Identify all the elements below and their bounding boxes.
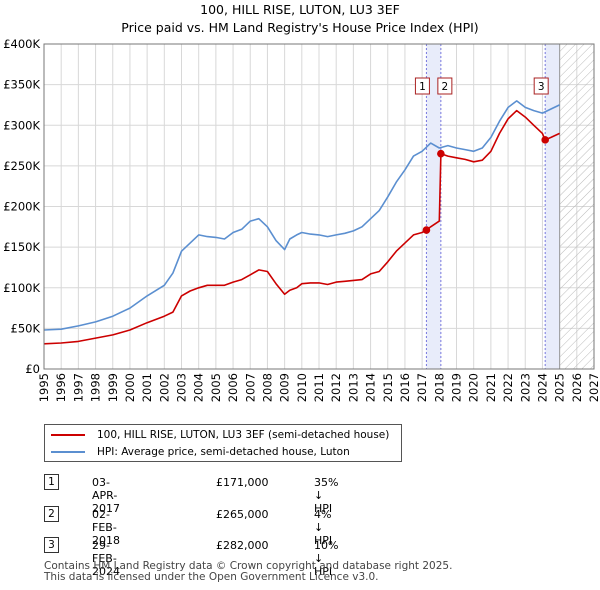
y-tick-label: £0 (25, 362, 40, 376)
sale-number-labels: 1 2 3 (414, 77, 549, 95)
y-tick-label: £350K (3, 78, 40, 92)
sale-marker (437, 149, 445, 158)
sale-price: £265,000 (216, 508, 269, 521)
x-tick-label: 2027 (587, 373, 600, 402)
x-tick-label: 2019 (450, 373, 464, 402)
legend-item-property: 100, HILL RISE, LUTON, LU3 3EF (semi-det… (51, 427, 389, 443)
future-hatch (559, 44, 594, 369)
y-tick-label: £400K (3, 37, 40, 51)
sale-band (545, 44, 560, 369)
chart-subtitle: Price paid vs. HM Land Registry's House … (121, 20, 479, 35)
sale-price: £171,000 (216, 476, 269, 489)
sale-number-box (414, 77, 430, 95)
sale-marker (422, 226, 431, 234)
x-tick-label: 2010 (295, 373, 309, 402)
footer-attribution: Contains HM Land Registry data © Crown c… (44, 561, 452, 583)
sale-date: 29-FEB-2024 (92, 539, 120, 578)
x-tick-label: 2017 (415, 373, 429, 402)
x-tick-label: 2020 (467, 373, 481, 402)
x-tick-label: 1995 (37, 373, 51, 402)
legend-label-property: 100, HILL RISE, LUTON, LU3 3EF (semi-det… (97, 429, 390, 441)
x-tick-label: 2016 (398, 373, 412, 402)
sale-number-label: 2 (442, 81, 449, 93)
x-tick-label: 2002 (157, 373, 171, 402)
x-tick-label: 2000 (123, 373, 137, 402)
sale-number-label: 3 (538, 81, 545, 93)
hpi-line (43, 100, 560, 331)
chart-title: 100, HILL RISE, LUTON, LU3 3EF (200, 2, 400, 17)
y-tick-label: £100K (3, 281, 40, 295)
x-tick-label: 1996 (54, 373, 68, 402)
x-tick-label: 2024 (535, 373, 549, 402)
sale-number-badge: 3 (44, 537, 59, 553)
x-tick-label: 2007 (243, 373, 257, 402)
sale-hpi-diff: 4% ↓ HPI (314, 508, 333, 547)
x-tick-label: 1999 (106, 373, 120, 402)
y-tick-label: £300K (3, 118, 40, 132)
legend-swatch-hpi (51, 451, 85, 453)
x-tick-label: 2001 (140, 373, 154, 402)
y-tick-label: £250K (3, 159, 40, 173)
legend-swatch-property (51, 434, 85, 436)
sale-date: 02-FEB-2018 (92, 508, 120, 547)
sale-bands (426, 44, 560, 369)
x-tick-label: 2004 (192, 373, 206, 402)
x-tick-label: 2011 (312, 373, 326, 402)
y-tick-label: £200K (3, 200, 40, 214)
sale-date: 03-APR-2017 (92, 476, 120, 515)
sale-hpi-diff: 35% ↓ HPI (314, 476, 339, 515)
sale-number-box (437, 77, 453, 95)
x-tick-label: 1998 (89, 373, 103, 402)
x-tick-label: 2013 (346, 373, 360, 402)
plot-frame (43, 43, 595, 370)
x-tick-label: 2005 (209, 373, 223, 402)
x-tick-label: 2003 (175, 373, 189, 402)
grid-lines (43, 43, 595, 370)
legend-item-hpi: HPI: Average price, semi-detached house,… (51, 444, 350, 460)
future-hatch-region (559, 44, 594, 369)
sale-number-box (533, 77, 549, 95)
legend-label-hpi: HPI: Average price, semi-detached house,… (97, 446, 350, 458)
x-tick-label: 2012 (329, 373, 343, 402)
x-tick-label: 2023 (518, 373, 532, 402)
x-tick-label: 2014 (364, 373, 378, 402)
x-tick-label: 2008 (260, 373, 274, 402)
x-tick-label: 2006 (226, 373, 240, 402)
footer-line: Contains HM Land Registry data © Crown c… (44, 560, 453, 572)
property-line (43, 109, 560, 345)
x-tick-label: 2026 (570, 373, 584, 402)
x-tick-label: 2009 (278, 373, 292, 402)
axes: £0 £50K £100K £150K £200K £250K £300K £350K £400… (3, 37, 600, 402)
x-tick-label: 2025 (553, 373, 567, 402)
y-tick-label: £50K (11, 321, 41, 335)
legend: 100, HILL RISE, LUTON, LU3 3EF (semi-det… (44, 424, 402, 462)
x-tick-label: 1997 (71, 373, 85, 402)
price-chart: 1 2 3 £0 £50K £100K £150K £200K £250K £300K £350K… (3, 37, 600, 402)
y-tick-label: £150K (3, 240, 40, 254)
x-tick-label: 2021 (484, 373, 498, 402)
series-lines (43, 100, 560, 345)
sale-price: £282,000 (216, 539, 269, 552)
sale-hpi-diff: 10% ↓ HPI (314, 539, 339, 578)
sale-band (426, 44, 441, 369)
sale-number-badge: 2 (44, 506, 59, 522)
x-tick-label: 2015 (381, 373, 395, 402)
x-tick-label: 2018 (432, 373, 446, 402)
sale-number-label: 1 (419, 81, 426, 93)
sale-marker (541, 136, 549, 144)
x-tick-label: 2022 (501, 373, 515, 402)
footer-line: This data is licensed under the Open Gov… (44, 571, 379, 583)
sale-markers (422, 136, 549, 234)
sale-number-badge: 1 (44, 474, 59, 490)
